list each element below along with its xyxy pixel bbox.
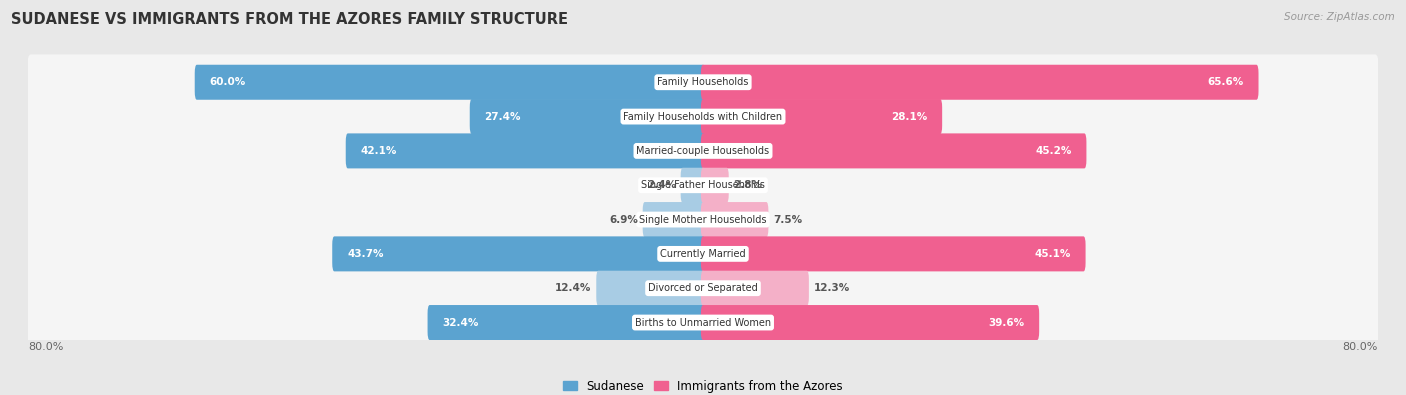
Text: 43.7%: 43.7% — [347, 249, 384, 259]
FancyBboxPatch shape — [194, 65, 706, 100]
Text: 65.6%: 65.6% — [1208, 77, 1244, 87]
Text: 12.4%: 12.4% — [555, 283, 592, 293]
Text: 27.4%: 27.4% — [485, 111, 522, 122]
Text: Divorced or Separated: Divorced or Separated — [648, 283, 758, 293]
Text: 12.3%: 12.3% — [814, 283, 849, 293]
FancyBboxPatch shape — [700, 99, 942, 134]
Text: 80.0%: 80.0% — [1343, 342, 1378, 352]
FancyBboxPatch shape — [596, 271, 706, 306]
FancyBboxPatch shape — [700, 236, 1085, 271]
Text: 2.8%: 2.8% — [734, 180, 762, 190]
FancyBboxPatch shape — [700, 271, 808, 306]
Text: Source: ZipAtlas.com: Source: ZipAtlas.com — [1284, 12, 1395, 22]
FancyBboxPatch shape — [27, 123, 1379, 179]
FancyBboxPatch shape — [27, 158, 1379, 213]
FancyBboxPatch shape — [700, 65, 1258, 100]
Text: 60.0%: 60.0% — [209, 77, 246, 87]
FancyBboxPatch shape — [27, 295, 1379, 350]
FancyBboxPatch shape — [27, 260, 1379, 316]
Text: Married-couple Households: Married-couple Households — [637, 146, 769, 156]
FancyBboxPatch shape — [643, 202, 706, 237]
Legend: Sudanese, Immigrants from the Azores: Sudanese, Immigrants from the Azores — [558, 375, 848, 395]
Text: Single Father Households: Single Father Households — [641, 180, 765, 190]
Text: Births to Unmarried Women: Births to Unmarried Women — [636, 318, 770, 327]
Text: SUDANESE VS IMMIGRANTS FROM THE AZORES FAMILY STRUCTURE: SUDANESE VS IMMIGRANTS FROM THE AZORES F… — [11, 12, 568, 27]
FancyBboxPatch shape — [346, 134, 706, 168]
FancyBboxPatch shape — [700, 202, 768, 237]
Text: 42.1%: 42.1% — [360, 146, 396, 156]
Text: 45.1%: 45.1% — [1035, 249, 1071, 259]
FancyBboxPatch shape — [700, 168, 728, 203]
Text: Family Households with Children: Family Households with Children — [623, 111, 783, 122]
FancyBboxPatch shape — [700, 134, 1087, 168]
Text: 2.4%: 2.4% — [647, 180, 676, 190]
FancyBboxPatch shape — [681, 168, 706, 203]
FancyBboxPatch shape — [27, 89, 1379, 145]
Text: Single Mother Households: Single Mother Households — [640, 214, 766, 224]
FancyBboxPatch shape — [332, 236, 706, 271]
Text: 7.5%: 7.5% — [773, 214, 803, 224]
Text: 80.0%: 80.0% — [28, 342, 63, 352]
FancyBboxPatch shape — [700, 305, 1039, 340]
FancyBboxPatch shape — [27, 226, 1379, 282]
Text: 32.4%: 32.4% — [443, 318, 478, 327]
Text: Currently Married: Currently Married — [661, 249, 745, 259]
Text: 6.9%: 6.9% — [609, 214, 638, 224]
FancyBboxPatch shape — [27, 192, 1379, 247]
FancyBboxPatch shape — [470, 99, 706, 134]
Text: Family Households: Family Households — [658, 77, 748, 87]
Text: 28.1%: 28.1% — [891, 111, 928, 122]
FancyBboxPatch shape — [27, 55, 1379, 110]
Text: 39.6%: 39.6% — [988, 318, 1025, 327]
Text: 45.2%: 45.2% — [1035, 146, 1071, 156]
FancyBboxPatch shape — [427, 305, 706, 340]
